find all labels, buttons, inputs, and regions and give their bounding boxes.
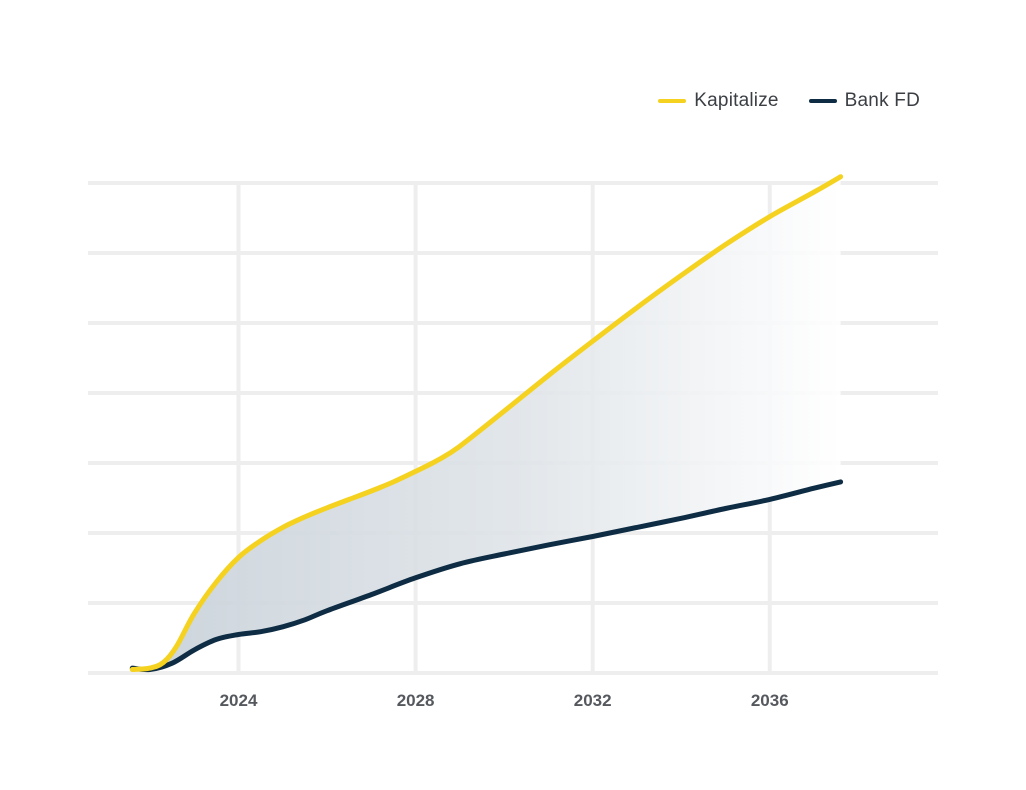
x-tick-label-2024: 2024 [220, 691, 258, 710]
x-tick-label-2028: 2028 [397, 691, 435, 710]
legend-swatch-kapitalize [658, 99, 687, 103]
series-lines [129, 174, 844, 673]
area-fill-between [132, 176, 841, 670]
legend-item-bank-fd: Bank FD [808, 90, 920, 112]
legend: Kapitalize Bank FD [658, 90, 920, 112]
x-axis-ticks: 2024 2028 2032 2036 [220, 691, 789, 710]
legend-swatch-bank-fd [808, 99, 837, 103]
area-between-series [132, 176, 841, 670]
legend-label-kapitalize: Kapitalize [694, 90, 779, 111]
series-line-bank-fd [129, 479, 844, 673]
series-line-kapitalize [129, 174, 844, 672]
legend-label-bank-fd: Bank FD [844, 90, 920, 111]
x-tick-label-2032: 2032 [574, 691, 612, 710]
x-tick-label-2036: 2036 [751, 691, 789, 710]
legend-item-kapitalize: Kapitalize [658, 90, 778, 112]
